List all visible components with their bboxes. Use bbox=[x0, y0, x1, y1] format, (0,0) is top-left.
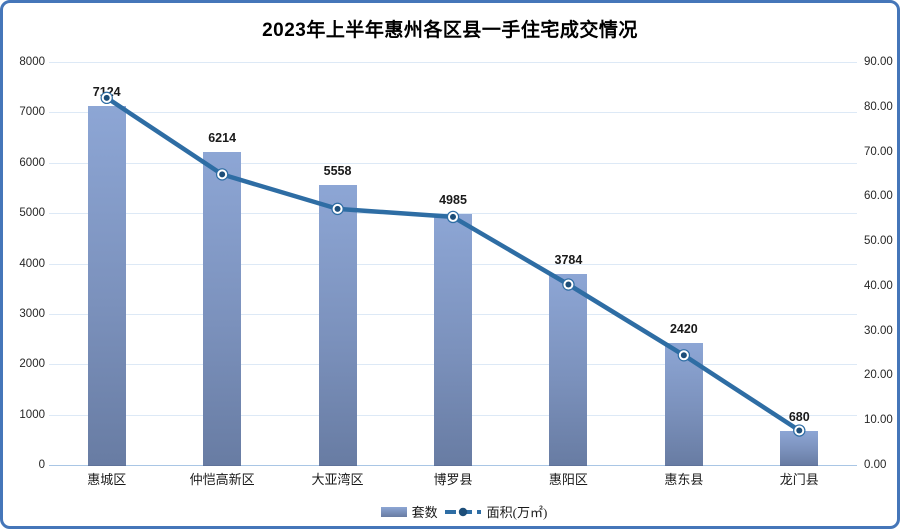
right-axis-tick: 20.00 bbox=[864, 369, 893, 382]
line-marker-center bbox=[334, 205, 341, 212]
category-label: 大亚湾区 bbox=[311, 472, 364, 487]
gridline bbox=[49, 162, 857, 164]
left-axis-tick: 0 bbox=[38, 459, 45, 471]
left-axis-tick: 8000 bbox=[19, 56, 45, 68]
chart-title: 2023年上半年惠州各区县一手住宅成交情况 bbox=[262, 20, 638, 41]
right-axis-tick: 40.00 bbox=[864, 279, 893, 292]
bar-value-label: 4985 bbox=[439, 192, 467, 207]
left-axis-tick: 6000 bbox=[19, 156, 45, 169]
right-axis-tick: 10.00 bbox=[864, 414, 893, 427]
left-axis-tick: 2000 bbox=[19, 358, 45, 371]
right-axis-tick: 50.00 bbox=[864, 235, 893, 248]
bar-value-label: 2420 bbox=[669, 322, 698, 337]
category-label: 惠东县 bbox=[664, 472, 704, 487]
category-label: 惠阳区 bbox=[548, 472, 588, 487]
category-label: 惠城区 bbox=[87, 472, 127, 487]
gridline bbox=[49, 62, 857, 63]
left-axis-tick: 3000 bbox=[19, 307, 45, 320]
legend-item: 面积(万㎡) bbox=[444, 502, 548, 521]
category-label: 博罗县 bbox=[433, 472, 473, 487]
line-marker-center bbox=[103, 94, 110, 101]
line-marker-center bbox=[450, 213, 456, 220]
category-label: 龙门县 bbox=[779, 472, 819, 487]
right-axis-tick: 0.00 bbox=[864, 459, 887, 471]
left-axis-tick: 1000 bbox=[19, 408, 45, 421]
line-marker-center bbox=[796, 427, 803, 434]
bar-value-label: 3784 bbox=[554, 253, 583, 268]
category-label: 仲恺高新区 bbox=[189, 472, 255, 487]
left-axis-tick: 5000 bbox=[19, 207, 45, 220]
legend-item: 套数 bbox=[380, 502, 438, 521]
right-axis-tick: 80.00 bbox=[864, 100, 893, 113]
bar bbox=[549, 274, 588, 466]
legend-bar-swatch-icon bbox=[380, 506, 407, 517]
right-axis-tick: 60.00 bbox=[864, 190, 893, 203]
bar bbox=[318, 185, 357, 466]
line-series-layer bbox=[100, 91, 806, 437]
left-axis-tick: 7000 bbox=[19, 106, 45, 119]
right-axis-tick: 30.00 bbox=[864, 324, 893, 337]
line-marker-center bbox=[565, 281, 572, 288]
plot-area bbox=[49, 62, 857, 466]
right-axis-tick: 70.00 bbox=[864, 145, 893, 158]
line-marker-center bbox=[680, 352, 687, 359]
legend-line-swatch-icon bbox=[444, 507, 481, 516]
bar bbox=[203, 151, 242, 466]
bar-value-label: 6214 bbox=[208, 130, 237, 145]
line-marker-center bbox=[219, 171, 226, 178]
legend-label: 面积(万㎡) bbox=[486, 505, 548, 520]
legend-label: 套数 bbox=[411, 505, 438, 520]
bar-value-label: 5558 bbox=[323, 164, 352, 179]
legend: 套数 面积(万㎡) bbox=[17, 502, 897, 521]
left-axis-tick: 4000 bbox=[19, 257, 45, 270]
bar bbox=[434, 213, 472, 466]
bar-value-label: 680 bbox=[788, 409, 810, 424]
gridline bbox=[49, 112, 857, 114]
bar bbox=[87, 106, 126, 466]
right-axis-tick: 90.00 bbox=[864, 56, 893, 68]
line-series bbox=[105, 95, 801, 433]
